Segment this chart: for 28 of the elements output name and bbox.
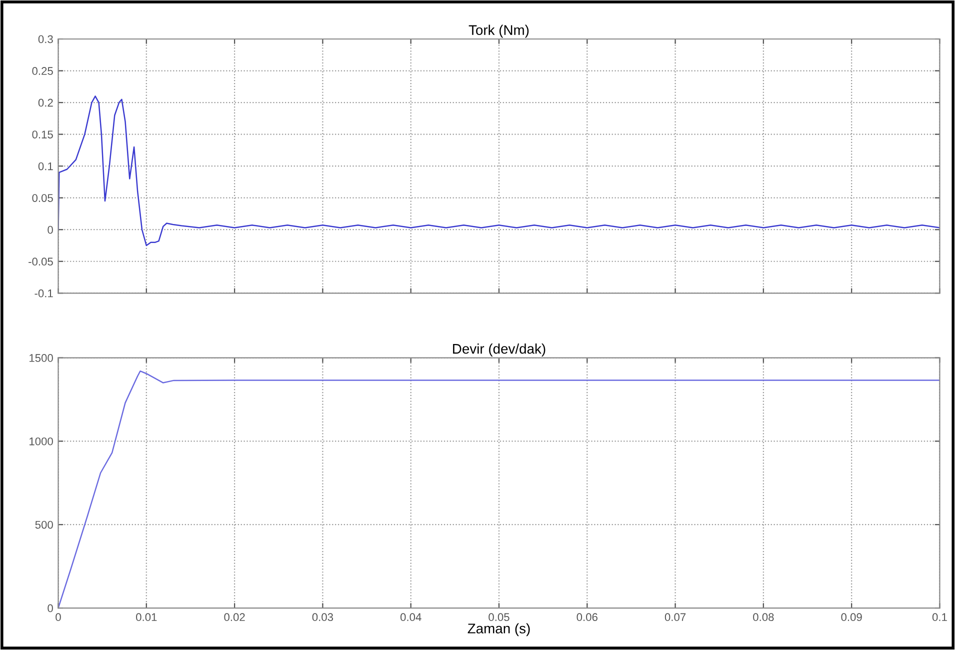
y-tick-label: 1000 (30, 437, 53, 446)
x-tick-label: 0.06 (576, 613, 598, 622)
x-tick-label: 0.05 (488, 613, 510, 622)
y-tick-label: -0.1 (34, 289, 53, 298)
y-tick-label: 0.25 (32, 67, 53, 75)
x-tick-label: 0.01 (136, 613, 157, 622)
chart-title: Tork (Nm) (468, 24, 529, 38)
x-tick-label: 0.03 (312, 613, 334, 622)
y-tick-label: -0.05 (28, 258, 53, 266)
y-tick-label: 0.3 (38, 35, 53, 44)
chart-title: Devir (dev/dak) (453, 344, 546, 356)
x-tick-label: 0.08 (753, 613, 774, 622)
y-tick-label: 0 (48, 226, 53, 234)
x-axis-title: Zaman (s) (468, 623, 530, 636)
y-tick-label: 0 (48, 604, 53, 612)
y-tick-label: 0.2 (38, 98, 53, 107)
y-tick-label: 1500 (30, 354, 53, 362)
y-tick-label: 500 (35, 520, 53, 529)
y-tick-label: 0.05 (32, 194, 53, 202)
x-tick-label: 0.07 (664, 613, 686, 622)
y-tick-label: 0.1 (38, 162, 53, 170)
x-tick-label: 0 (56, 613, 61, 622)
x-tick-label: 0.04 (400, 613, 422, 622)
x-tick-label: 0.02 (224, 613, 245, 622)
y-tick-label: 0.15 (32, 130, 53, 138)
x-tick-label: 0.09 (841, 613, 862, 622)
x-tick-label: 0.1 (932, 613, 947, 622)
line-series (58, 96, 940, 246)
